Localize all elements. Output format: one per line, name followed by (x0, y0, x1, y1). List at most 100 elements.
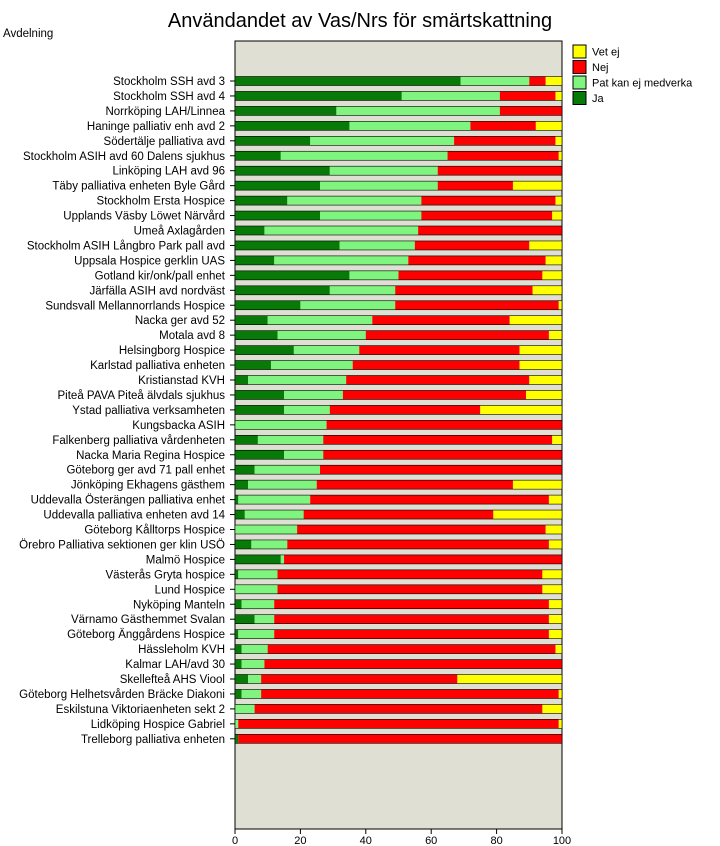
bar-segment-vet-ej (552, 211, 562, 221)
bar-segment-nej (287, 539, 549, 549)
bar-segment-vet-ej (457, 674, 562, 684)
category-label: Lund Hospice (155, 584, 225, 596)
category-label: Nyköping Manteln (133, 599, 225, 611)
category-label: Motala avd 8 (159, 330, 225, 342)
bar-segment-nej (277, 584, 543, 594)
bar-segment-ja (235, 465, 255, 475)
bar-segment-pat-kan-ej-medverka (238, 569, 278, 579)
bar-segment-ja (235, 226, 265, 235)
bar-segment-nej (408, 255, 546, 265)
bar-segment-nej (414, 240, 530, 250)
bar-segment-nej (326, 420, 562, 430)
bar-segment-pat-kan-ej-medverka (270, 360, 353, 370)
x-tick-label: 40 (360, 835, 372, 846)
legend-swatch (572, 91, 587, 105)
legend-label: Nej (592, 62, 609, 74)
chart-title: Användandet av Vas/Nrs för smärtskattnin… (168, 10, 552, 32)
bar-segment-vet-ej (558, 689, 562, 699)
bar-segment-ja (235, 255, 275, 265)
category-label: Nacka Maria Regina Hospice (76, 450, 225, 462)
bar-segment-pat-kan-ej-medverka (251, 539, 288, 549)
bar-segment-ja (235, 300, 301, 310)
category-label: Helsingborg Hospice (119, 345, 225, 357)
category-label: Stockholm SSH avd 4 (113, 91, 225, 103)
bar-segment-pat-kan-ej-medverka (244, 510, 304, 520)
bar-segment-ja (235, 91, 402, 101)
x-tick-label: 100 (553, 835, 571, 846)
category-label: Södertälje palliativa avd (104, 136, 225, 148)
legend-swatch (572, 60, 587, 74)
bar-segment-nej (261, 689, 559, 699)
bar-segment-pat-kan-ej-medverka (336, 106, 500, 116)
bar-segment-pat-kan-ej-medverka (280, 554, 285, 564)
bar-segment-nej (421, 211, 553, 221)
bar-segment-vet-ej (532, 285, 562, 295)
bar-segment-ja (235, 151, 281, 161)
bar-segment-nej (454, 136, 556, 146)
bar-segment-ja (235, 495, 239, 505)
category-label: Linköping LAH avd 96 (112, 166, 225, 178)
bar-segment-nej (264, 659, 562, 669)
category-label: Västerås Gryta hospice (105, 569, 225, 581)
bar-segment-vet-ej (529, 240, 562, 250)
bar-segment-ja (235, 539, 252, 549)
category-label: Haninge palliativ enh avd 2 (87, 121, 225, 133)
bar-segment-pat-kan-ej-medverka (241, 599, 275, 609)
bar-segment-nej (398, 270, 543, 280)
bar-segment-ja (235, 450, 285, 460)
bar-segment-vet-ej (558, 719, 562, 729)
bar-segment-nej (316, 480, 513, 490)
bar-segment-pat-kan-ej-medverka (310, 136, 455, 146)
bar-segment-pat-kan-ej-medverka (349, 121, 471, 131)
bar-segment-vet-ej (512, 181, 562, 191)
bar-segment-ja (235, 181, 321, 191)
bar-segment-ja (235, 375, 249, 385)
bar-segment-nej (395, 300, 559, 310)
bar-segment-vet-ej (509, 315, 562, 325)
bar-segment-vet-ej (555, 136, 562, 146)
bar-segment-pat-kan-ej-medverka (274, 255, 409, 265)
category-label: Kungsbacka ASIH (132, 420, 225, 432)
category-label: Göteborg Helhetsvården Bräcke Diakoni (19, 689, 225, 701)
x-tick-label: 0 (232, 835, 238, 846)
bar-segment-pat-kan-ej-medverka (235, 420, 327, 430)
category-label: Kalmar LAH/avd 30 (125, 659, 225, 671)
bar-segment-nej (274, 599, 549, 609)
bar-segment-ja (235, 390, 285, 400)
bar-segment-ja (235, 166, 330, 176)
bar-segment-nej (529, 76, 546, 86)
category-label: Ystad palliativa verksamheten (72, 405, 225, 417)
bar-segment-vet-ej (545, 255, 562, 265)
bar-segment-vet-ej (558, 151, 562, 161)
legend-label: Ja (592, 93, 605, 105)
category-label: Göteborg Änggårdens Hospice (67, 629, 225, 641)
bar-segment-vet-ej (526, 390, 562, 400)
category-label: Uppsala Hospice gerklin UAS (74, 255, 225, 267)
category-label: Göteborg ger avd 71 pall enhet (66, 465, 225, 477)
category-label: Värnamo Gästhemmet Svalan (71, 614, 225, 626)
bar-segment-nej (238, 719, 559, 729)
bar-segment-ja (235, 76, 461, 86)
bar-segment-ja (235, 689, 242, 699)
bar-segment-vet-ej (548, 539, 562, 549)
bar-segment-vet-ej (545, 76, 562, 86)
category-label: Kristianstad KVH (138, 375, 225, 387)
category-label: Sundsvall Mellannorrlands Hospice (45, 300, 225, 312)
bar-segment-ja (235, 674, 249, 684)
legend: Vet ej Nej Pat kan ej medverka Ja (572, 44, 693, 105)
bar-segment-ja (235, 629, 239, 639)
bar-segment-vet-ej (548, 614, 562, 624)
bar-segment-ja (235, 734, 239, 744)
bar-segment-nej (277, 569, 543, 579)
bar-segment-ja (235, 211, 321, 221)
category-label: Stockholm Ersta Hospice (97, 196, 225, 208)
bar-segment-vet-ej (542, 584, 562, 594)
bar-segment-pat-kan-ej-medverka (241, 644, 268, 654)
bar-segment-pat-kan-ej-medverka (277, 330, 366, 340)
bar-segment-pat-kan-ej-medverka (460, 76, 530, 86)
bar-segment-pat-kan-ej-medverka (320, 211, 422, 221)
legend-swatch (572, 75, 587, 90)
bar-segment-vet-ej (493, 510, 562, 520)
bar-segment-ja (235, 405, 285, 415)
bar-segment-pat-kan-ej-medverka (339, 240, 415, 250)
